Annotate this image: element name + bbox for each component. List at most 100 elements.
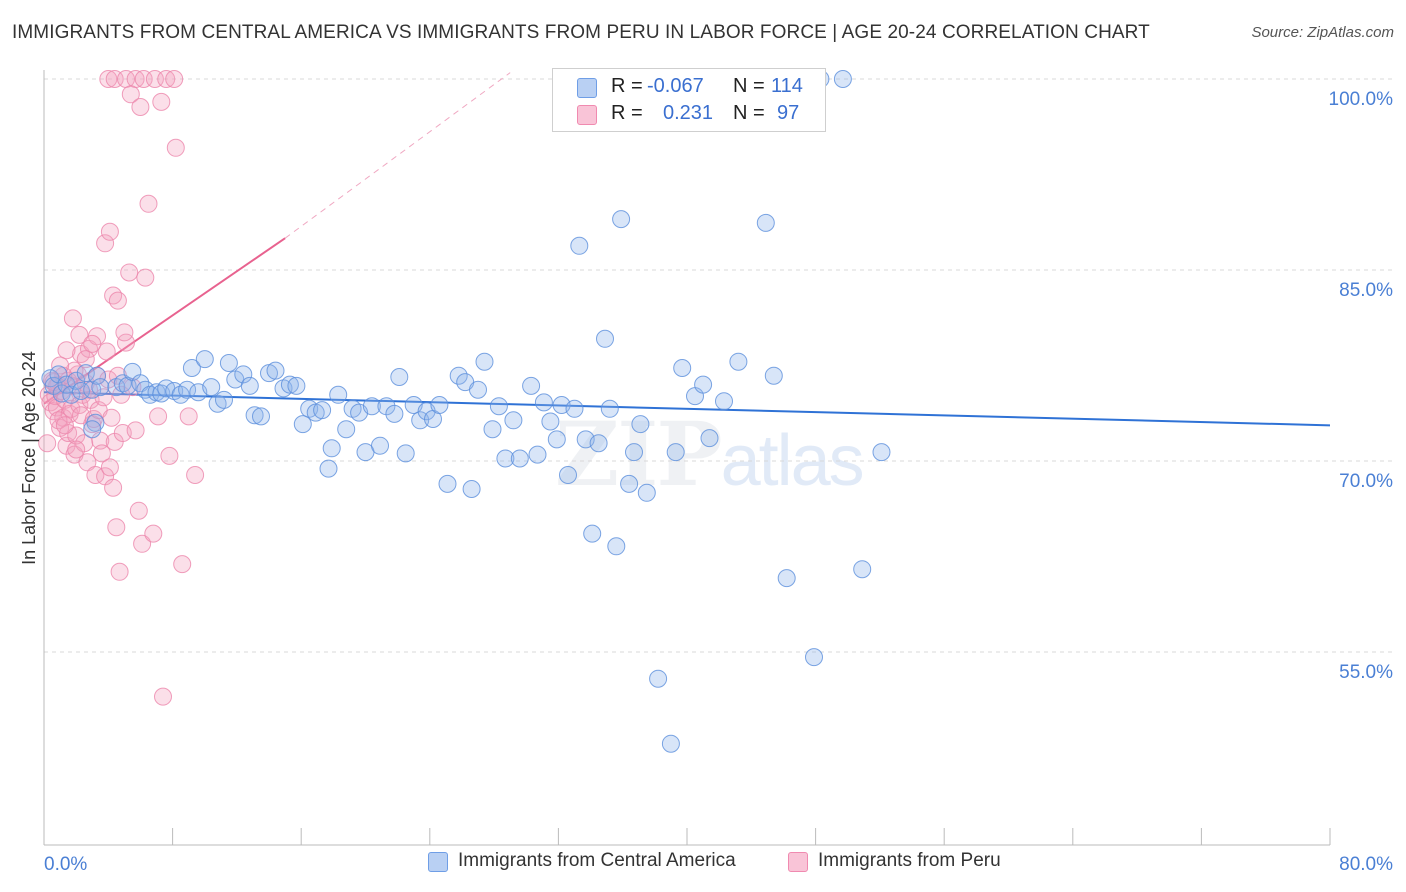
point-central-america: [661, 734, 680, 753]
y-tick-label: 85.0%: [1339, 280, 1393, 301]
point-peru: [100, 458, 119, 477]
point-peru: [152, 92, 171, 111]
point-peru: [154, 687, 172, 706]
point-central-america: [612, 210, 631, 229]
point-central-america: [52, 384, 71, 403]
legend-swatch-pink: [577, 105, 597, 125]
point-central-america: [700, 429, 719, 448]
point-peru: [63, 309, 82, 328]
legend-n-label: N =: [733, 102, 765, 124]
bottom-legend-swatch-pink: [788, 852, 808, 872]
point-central-america: [438, 474, 457, 493]
point-central-america: [756, 213, 775, 232]
point-central-america: [178, 380, 197, 399]
point-central-america: [694, 375, 713, 394]
point-central-america: [570, 236, 589, 255]
point-peru: [76, 350, 95, 369]
point-peru: [121, 85, 140, 104]
point-peru: [139, 194, 158, 213]
point-peru: [160, 446, 179, 465]
x-tick-label-max: 80.0%: [1339, 854, 1393, 875]
point-central-america: [631, 415, 650, 434]
point-central-america: [219, 354, 238, 372]
point-peru: [126, 421, 145, 440]
point-central-america: [430, 396, 449, 414]
legend-n-value: 114: [771, 75, 803, 97]
point-central-america: [62, 385, 81, 404]
point-central-america: [673, 359, 692, 377]
point-central-america: [83, 420, 102, 439]
point-central-america: [411, 411, 430, 430]
point-peru: [86, 466, 105, 484]
point-central-america: [245, 406, 264, 425]
point-peru: [133, 534, 152, 553]
legend-n-label: N =: [733, 75, 765, 97]
trend-line-peru: [43, 237, 286, 405]
point-peru: [96, 234, 115, 253]
point-central-america: [715, 392, 733, 411]
point-central-america: [559, 466, 577, 484]
tick-labels: 55.0% 70.0% 85.0% 100.0% 0.0% 80.0% In Labor F…: [19, 89, 1393, 875]
point-central-america: [266, 361, 285, 380]
point-peru: [97, 342, 116, 361]
point-central-america: [322, 439, 341, 458]
point-central-america: [234, 365, 253, 384]
point-central-america: [337, 420, 356, 439]
point-central-america: [625, 443, 643, 462]
point-central-america: [565, 399, 584, 418]
point-peru: [136, 268, 155, 287]
point-central-america: [215, 390, 233, 409]
y-tick-label: 55.0%: [1339, 662, 1393, 683]
point-peru: [80, 339, 98, 358]
legend-r-value: -0.067: [647, 75, 704, 97]
point-peru: [92, 444, 111, 463]
data-points: [38, 70, 891, 753]
point-central-america: [666, 443, 685, 462]
point-central-america: [396, 444, 415, 463]
point-peru: [149, 407, 168, 426]
chart-title: IMMIGRANTS FROM CENTRAL AMERICA VS IMMIG…: [12, 22, 1150, 43]
point-central-america: [313, 401, 332, 420]
point-peru: [51, 356, 70, 375]
point-central-america: [329, 385, 348, 404]
point-central-america: [872, 443, 891, 462]
y-axis-label: In Labor Force | Age 20-24: [19, 351, 39, 565]
trend-line-peru-extension: [284, 72, 511, 239]
point-central-america: [504, 411, 523, 430]
point-central-america: [252, 407, 270, 426]
point-central-america: [489, 397, 508, 416]
point-central-america: [287, 376, 306, 395]
point-peru: [107, 518, 126, 537]
point-central-america: [475, 352, 494, 371]
point-peru: [144, 524, 163, 543]
point-central-america: [777, 569, 796, 588]
point-peru: [110, 562, 129, 581]
point-central-america: [805, 648, 823, 667]
point-central-america: [583, 524, 602, 543]
y-tick-label: 100.0%: [1329, 89, 1394, 110]
point-peru: [99, 70, 118, 88]
point-peru: [100, 222, 119, 241]
point-central-america: [362, 397, 381, 416]
point-central-america: [596, 329, 614, 348]
point-central-america: [649, 669, 668, 688]
point-central-america: [833, 70, 852, 88]
point-peru: [179, 407, 198, 426]
point-central-america: [589, 434, 608, 453]
point-peru: [102, 408, 121, 427]
point-central-america: [88, 366, 106, 385]
watermark: ZIPatlas: [555, 402, 865, 506]
bottom-legend-swatch-blue: [428, 852, 448, 872]
point-central-america: [76, 364, 95, 383]
point-peru: [78, 453, 97, 472]
legend-r-label: R =: [611, 102, 643, 124]
point-central-america: [202, 378, 221, 397]
point-central-america: [600, 399, 619, 418]
point-central-america: [522, 376, 541, 395]
point-peru: [57, 341, 76, 360]
point-central-america: [390, 368, 409, 386]
point-central-america: [67, 371, 86, 390]
point-central-america: [510, 449, 529, 468]
point-central-america: [534, 393, 553, 412]
